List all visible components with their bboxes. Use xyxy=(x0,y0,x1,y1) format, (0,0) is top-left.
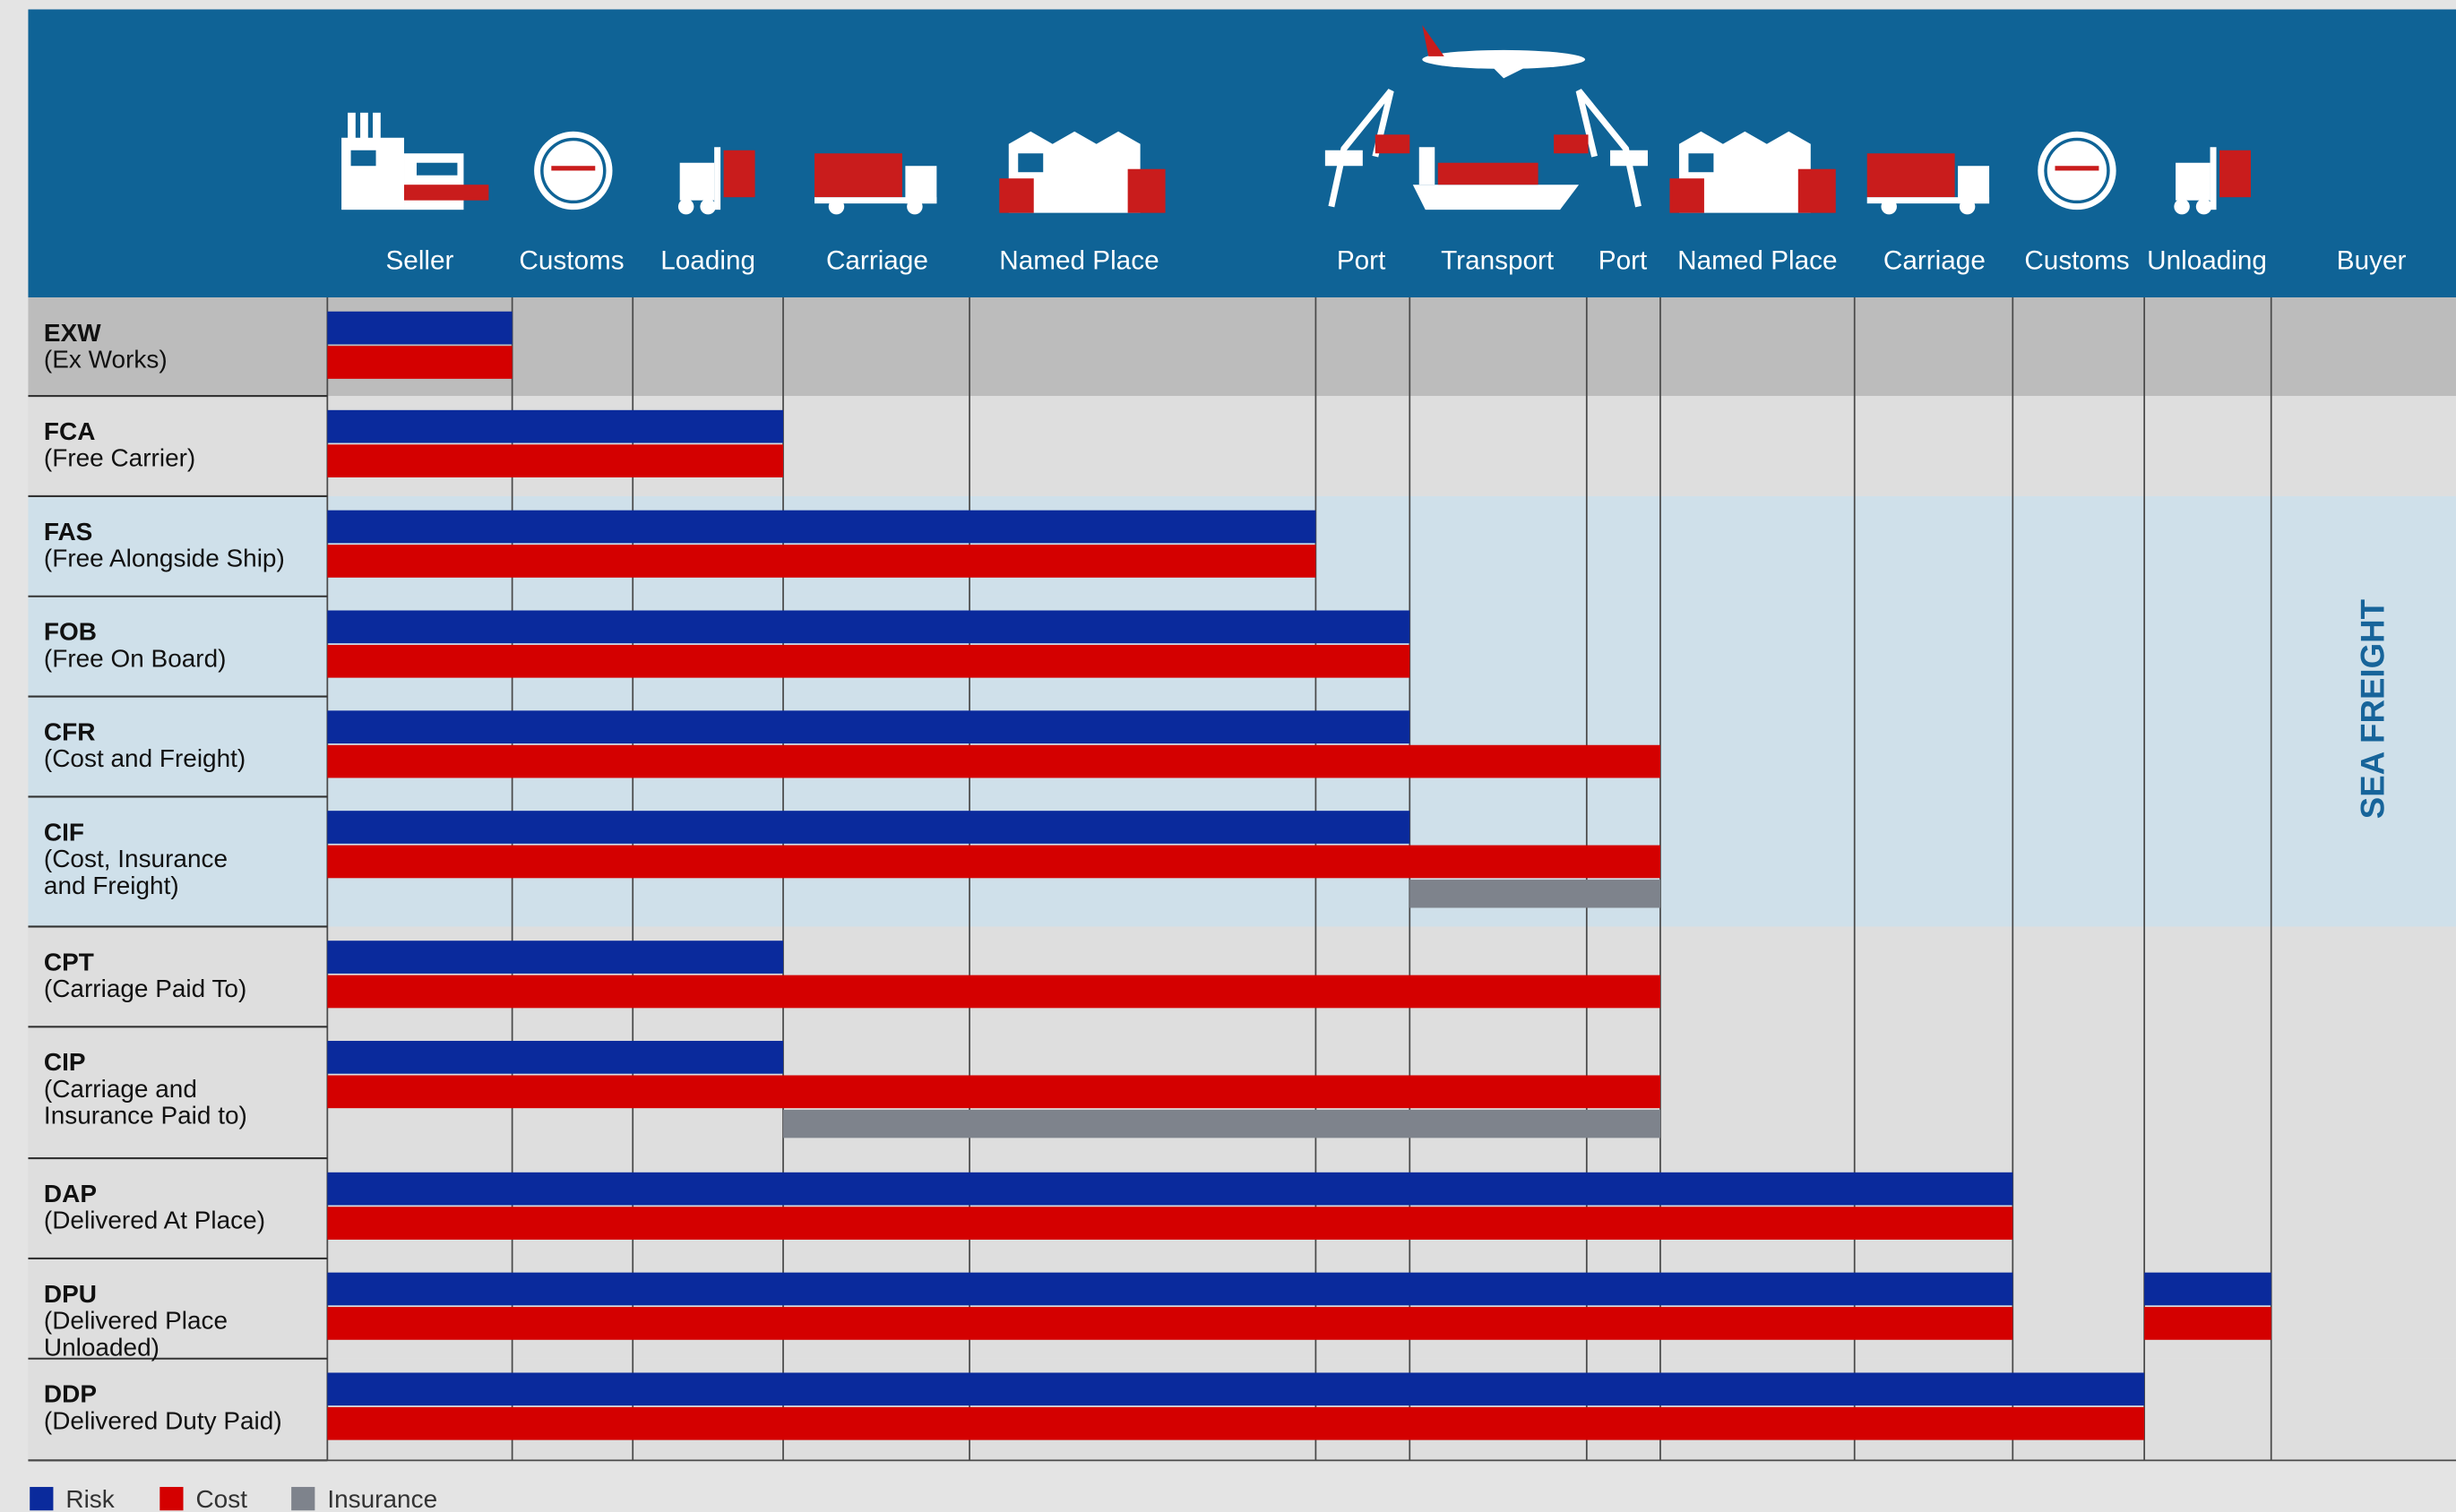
row-name: (Delivered At Place) xyxy=(44,1207,265,1234)
stage-label: Loading xyxy=(660,246,755,276)
side-label: SEA FREIGHT xyxy=(2355,598,2391,819)
stage-label: Port xyxy=(1337,246,1386,276)
cost-bar xyxy=(327,1407,2144,1440)
incoterms-diagram: Seller Customs Loading Carriage Named Place P… xyxy=(0,0,2456,1512)
stage-label: Transport xyxy=(1441,246,1555,276)
cost-bar xyxy=(327,444,783,477)
stage-label: Named Place xyxy=(999,246,1159,276)
cost-bar xyxy=(327,1075,1660,1108)
row-name: (Delivered Duty Paid) xyxy=(44,1406,282,1434)
row-code: CPT xyxy=(44,948,94,975)
row-code: CIF xyxy=(44,818,84,846)
stage-label: Buyer xyxy=(2337,246,2407,276)
risk-bar xyxy=(327,1372,2144,1405)
risk-bar xyxy=(327,710,1409,743)
stage-label: Carriage xyxy=(826,246,928,276)
cost-bar xyxy=(327,975,1660,1009)
stage-label: Customs xyxy=(2024,246,2129,276)
row-name: (Carriage and xyxy=(44,1075,197,1103)
cost-bar xyxy=(327,846,1660,879)
legend-swatch xyxy=(159,1487,183,1510)
legend-label: Risk xyxy=(65,1485,115,1512)
risk-bar xyxy=(327,610,1409,643)
cost-bar xyxy=(327,745,1660,778)
row-name: (Carriage Paid To) xyxy=(44,975,246,1002)
risk-bar xyxy=(327,410,783,443)
row-name: Insurance Paid to) xyxy=(44,1102,247,1130)
row-code: FCA xyxy=(44,417,95,445)
risk-bar xyxy=(327,1041,783,1074)
stage-label: Named Place xyxy=(1677,246,1837,276)
row-name: Unloaded) xyxy=(44,1333,159,1361)
insurance-bar xyxy=(1409,880,1660,907)
icon-customs xyxy=(2038,132,2116,210)
legend-label: Cost xyxy=(196,1485,248,1512)
row-name: and Freight) xyxy=(44,872,179,899)
cost-bar xyxy=(327,346,512,379)
cost-bar xyxy=(2144,1307,2271,1340)
row-name: (Cost, Insurance xyxy=(44,845,228,872)
risk-bar xyxy=(327,941,783,974)
icon-customs xyxy=(534,132,612,210)
cost-bar xyxy=(327,1207,2012,1240)
row-name: (Delivered Place xyxy=(44,1307,228,1335)
legend-label: Insurance xyxy=(327,1485,437,1512)
row-name: (Free Carrier) xyxy=(44,444,195,472)
risk-bar xyxy=(327,312,512,345)
risk-bar xyxy=(2144,1273,2271,1306)
row-name: (Ex Works) xyxy=(44,346,168,374)
risk-bar xyxy=(327,1273,2012,1306)
row-name: (Cost and Freight) xyxy=(44,744,246,772)
stage-label: Unloading xyxy=(2147,246,2267,276)
stage-label: Seller xyxy=(386,246,454,276)
legend-swatch xyxy=(30,1487,53,1510)
cost-bar xyxy=(327,1307,2012,1340)
row-code: CIP xyxy=(44,1048,86,1076)
row-name: (Free Alongside Ship) xyxy=(44,545,285,572)
row-code: FAS xyxy=(44,518,92,546)
risk-bar xyxy=(327,511,1315,544)
row-code: DAP xyxy=(44,1180,97,1207)
row-code: EXW xyxy=(44,319,101,347)
row-name: (Free On Board) xyxy=(44,644,227,672)
stage-label: Carriage xyxy=(1883,246,1986,276)
cost-bar xyxy=(327,545,1315,578)
row-code: DPU xyxy=(44,1280,97,1308)
row-code: DDP xyxy=(44,1380,97,1408)
stage-label: Customs xyxy=(519,246,624,276)
risk-bar xyxy=(327,1173,2012,1206)
row-code: FOB xyxy=(44,618,97,646)
legend-swatch xyxy=(291,1487,315,1510)
cost-bar xyxy=(327,645,1409,678)
row-code: CFR xyxy=(44,718,95,746)
insurance-bar xyxy=(783,1110,1660,1138)
stage-label: Port xyxy=(1599,246,1648,276)
page: {"header": {"stages": ["Seller", "Custom… xyxy=(0,0,2456,1512)
risk-bar xyxy=(327,811,1409,844)
